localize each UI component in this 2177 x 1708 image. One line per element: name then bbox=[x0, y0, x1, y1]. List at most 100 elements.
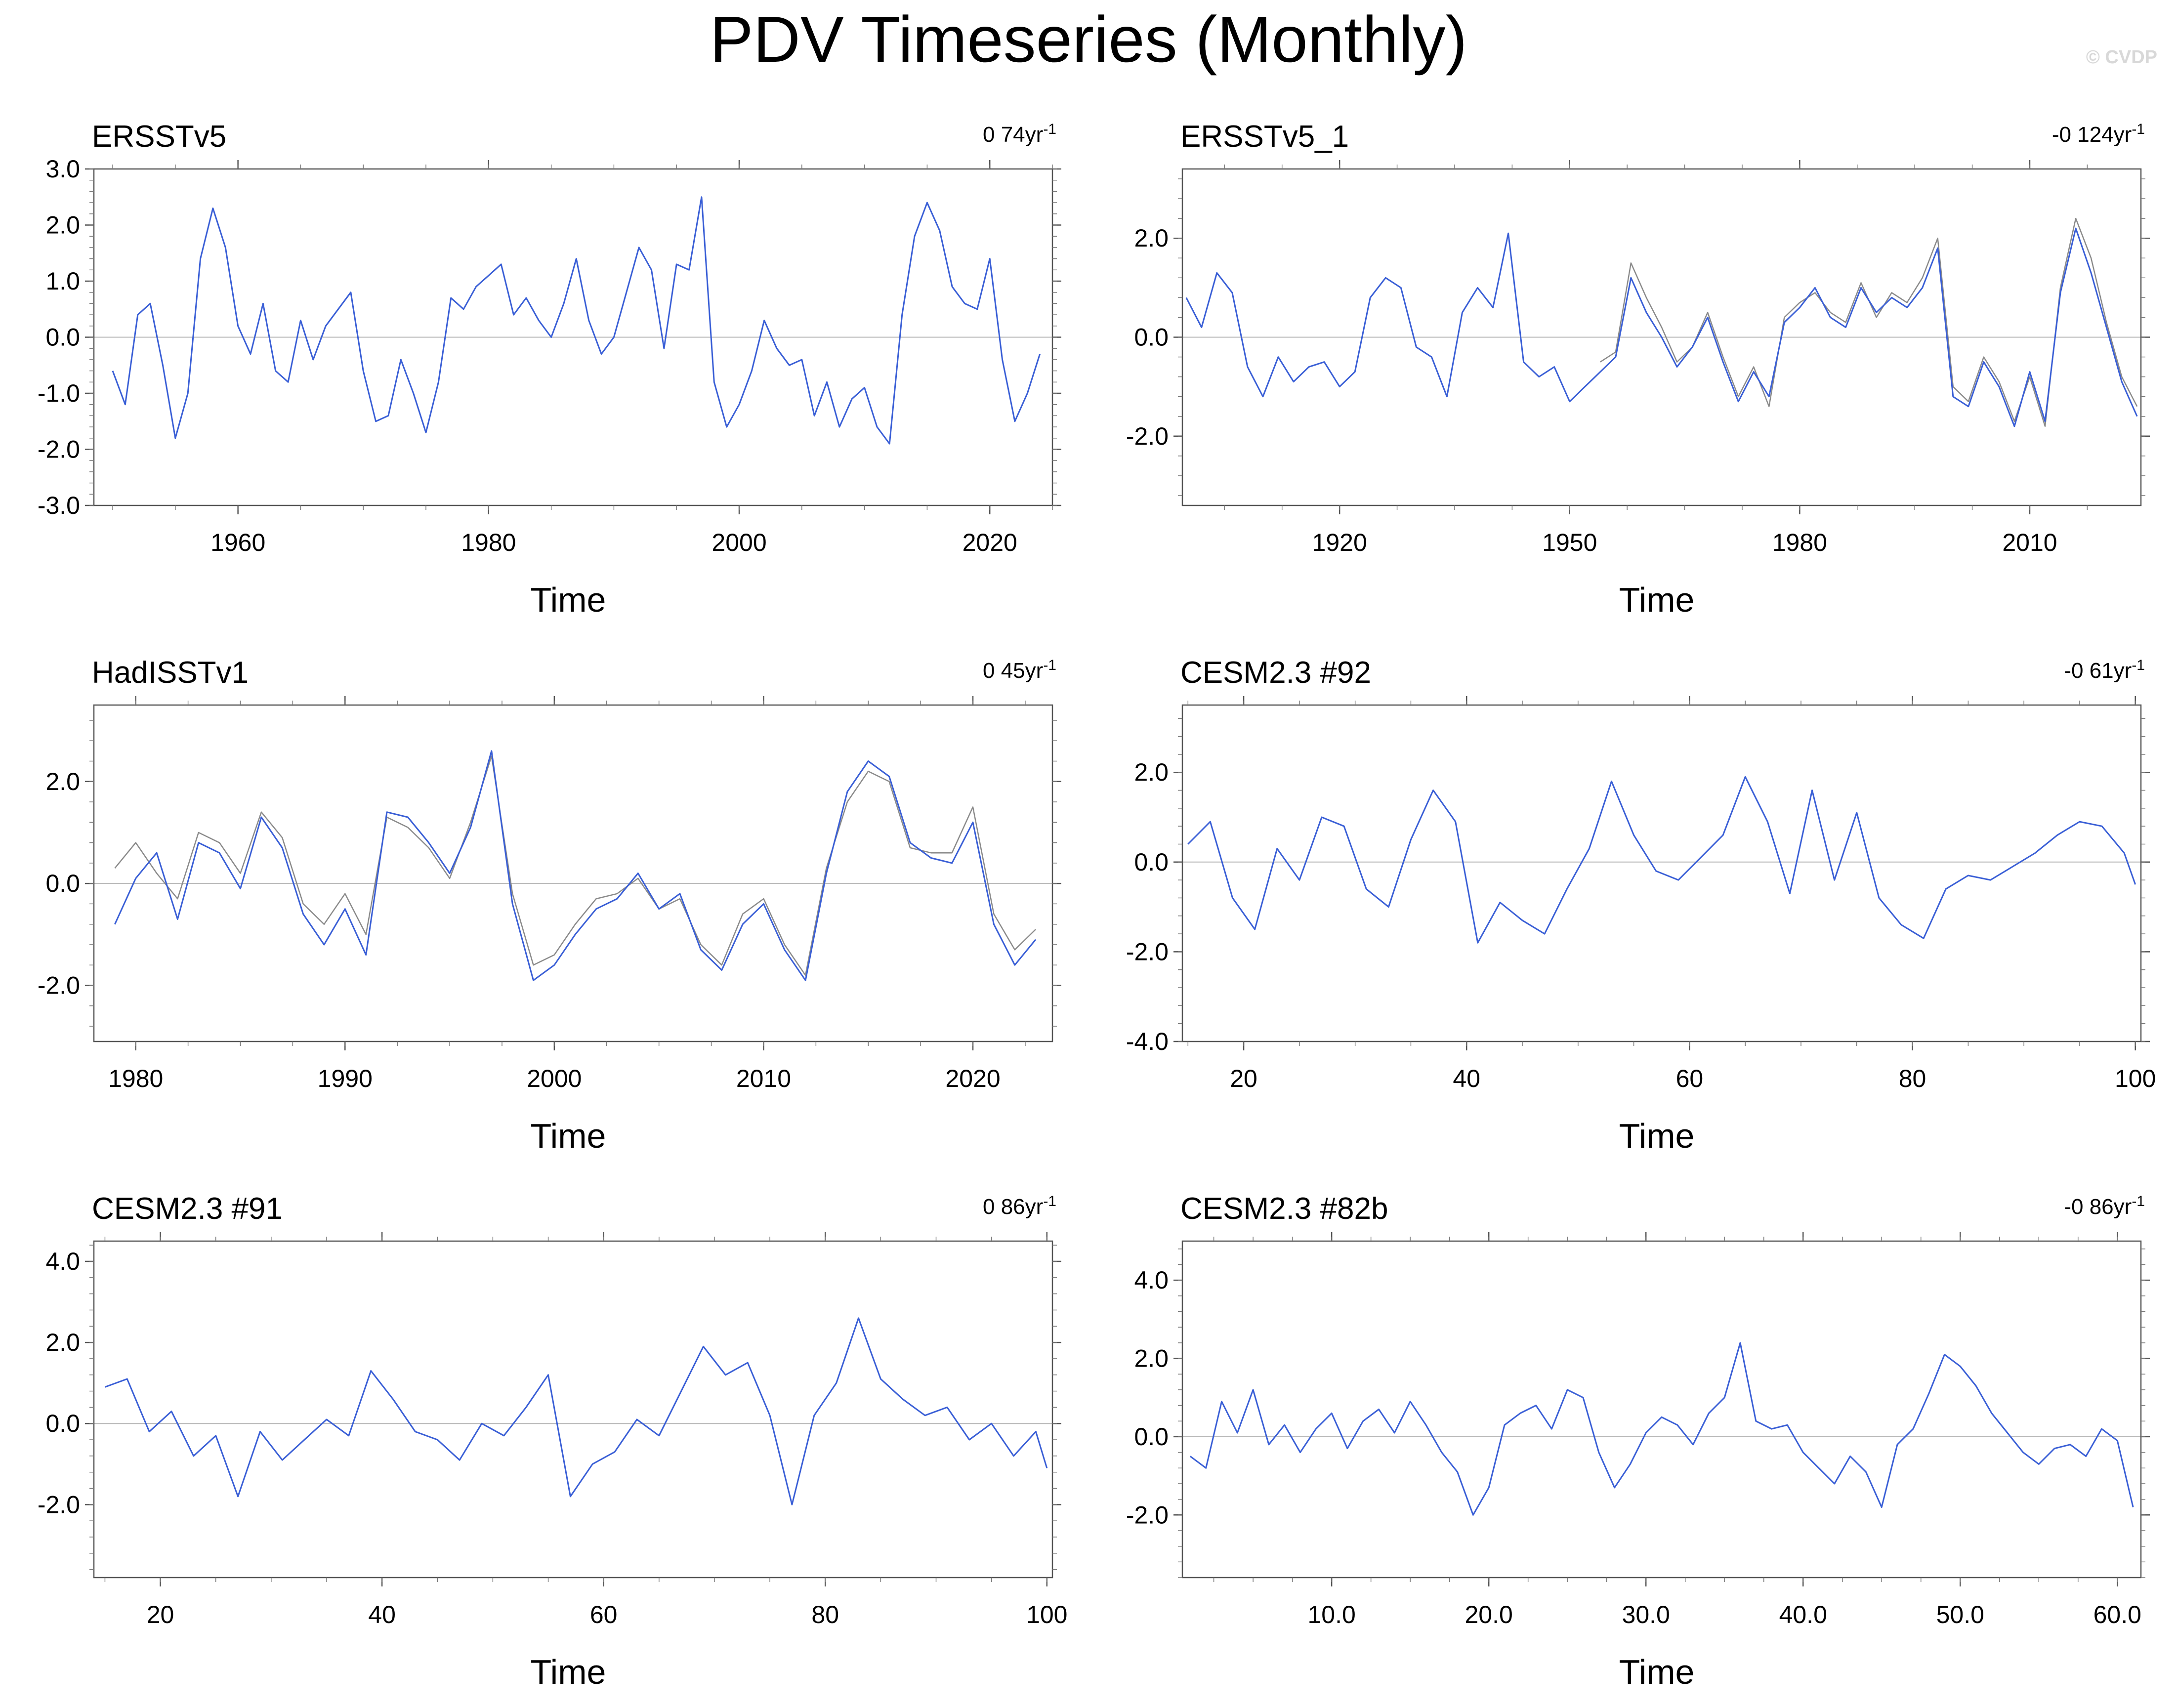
series-line-0 bbox=[112, 196, 1041, 445]
x-tick-label: 80 bbox=[1899, 1065, 1926, 1092]
x-tick-label: 1980 bbox=[461, 529, 516, 556]
y-tick-label: -4.0 bbox=[1126, 1028, 1169, 1055]
y-tick-label: 3.0 bbox=[45, 155, 80, 183]
x-tick-label: 50.0 bbox=[1936, 1601, 1984, 1628]
trend-value: -0 86yr bbox=[2064, 1195, 2132, 1219]
x-tick-label: 80 bbox=[811, 1601, 839, 1628]
series-line-0 bbox=[114, 755, 1036, 976]
page-title: PDV Timeseries (Monthly) bbox=[710, 3, 1467, 76]
x-tick-label: 2000 bbox=[527, 1065, 582, 1092]
trend-label: 0 86yr-1 bbox=[983, 1193, 1056, 1219]
chart-panel-cesm23-82b: CESM2.3 #82b -0 86yr-1 4.0 2.0 0.0 -2.0 10.0 20… bbox=[1126, 1192, 2150, 1691]
x-tick-label: 1980 bbox=[1772, 529, 1827, 556]
panel-title: CESM2.3 #92 bbox=[1180, 656, 1371, 690]
x-tick-label: 60 bbox=[1676, 1065, 1704, 1092]
series-line-0 bbox=[1190, 1342, 2134, 1516]
chart-panel-cesm23-91: CESM2.3 #91 0 86yr-1 4.0 2.0 0.0 -2.0 20 40 60 80… bbox=[38, 1192, 1068, 1691]
x-tick-label: 1980 bbox=[108, 1065, 163, 1092]
trend-value: 0 86yr bbox=[983, 1195, 1043, 1219]
x-axis-label: Time bbox=[531, 1117, 606, 1155]
x-tick-label: 2020 bbox=[945, 1065, 1000, 1092]
trend-label: 0 45yr-1 bbox=[983, 657, 1056, 683]
x-tick-label: 40.0 bbox=[1779, 1601, 1827, 1628]
x-tick-label: 100 bbox=[2115, 1065, 2156, 1092]
panel-title: CESM2.3 #82b bbox=[1180, 1192, 1388, 1226]
trend-exponent: -1 bbox=[2132, 657, 2145, 673]
x-tick-label: 20 bbox=[1230, 1065, 1257, 1092]
x-tick-label: 2000 bbox=[712, 529, 766, 556]
series-line-1 bbox=[1185, 227, 2138, 427]
y-tick-label: 0.0 bbox=[1134, 1423, 1169, 1451]
trend-exponent: -1 bbox=[1043, 657, 1056, 673]
panel-title: ERSSTv5_1 bbox=[1180, 120, 1349, 154]
y-tick-label: 1.0 bbox=[45, 267, 80, 295]
y-tick-label: 2.0 bbox=[45, 768, 80, 795]
y-tick-label: 2.0 bbox=[1134, 1345, 1169, 1373]
chart-panel-ersstv5: ERSSTv5 0 74yr-1 3.0 2.0 1.0 0.0 -1.0 -2.0 -3.0 1… bbox=[38, 120, 1061, 619]
series-line-1 bbox=[114, 750, 1037, 981]
x-tick-label: 30.0 bbox=[1622, 1601, 1670, 1628]
y-tick-label: 2.0 bbox=[45, 211, 80, 239]
y-tick-label: 4.0 bbox=[1134, 1266, 1169, 1294]
x-tick-label: 40 bbox=[1453, 1065, 1480, 1092]
x-tick-label: 2010 bbox=[2002, 529, 2057, 556]
trend-label: -0 86yr-1 bbox=[2064, 1193, 2145, 1219]
x-tick-label: 20.0 bbox=[1465, 1601, 1513, 1628]
plot-frame bbox=[1181, 704, 2142, 1042]
y-tick-label: -2.0 bbox=[38, 972, 80, 1000]
trend-exponent: -1 bbox=[2132, 121, 2145, 137]
x-tick-label: 1950 bbox=[1542, 529, 1597, 556]
x-axis-label: Time bbox=[1619, 1653, 1695, 1691]
y-tick-label: -3.0 bbox=[38, 492, 80, 519]
trend-label: 0 74yr-1 bbox=[983, 121, 1056, 147]
y-tick-label: 0.0 bbox=[45, 870, 80, 897]
y-tick-label: -1.0 bbox=[38, 379, 80, 407]
x-axis-label: Time bbox=[1619, 1117, 1695, 1155]
y-tick-label: -2.0 bbox=[1126, 422, 1169, 450]
trend-value: -0 61yr bbox=[2064, 659, 2132, 683]
y-tick-label: -2.0 bbox=[38, 436, 80, 463]
trend-value: -0 124yr bbox=[2052, 123, 2132, 147]
x-tick-label: 1920 bbox=[1312, 529, 1367, 556]
y-tick-label: -2.0 bbox=[1126, 1501, 1169, 1529]
x-tick-label: 1990 bbox=[318, 1065, 373, 1092]
x-tick-label: 1960 bbox=[210, 529, 265, 556]
x-tick-label: 100 bbox=[1026, 1601, 1067, 1628]
y-tick-label: 2.0 bbox=[1134, 224, 1169, 252]
plot-frame bbox=[93, 1240, 1053, 1579]
y-tick-label: 4.0 bbox=[45, 1248, 80, 1275]
trend-value: 0 45yr bbox=[983, 659, 1043, 683]
trend-exponent: -1 bbox=[1043, 1193, 1056, 1209]
trend-label: -0 61yr-1 bbox=[2064, 657, 2145, 683]
x-axis-label: Time bbox=[531, 1653, 606, 1691]
watermark: © CVDP bbox=[2086, 47, 2157, 68]
x-axis-label: Time bbox=[531, 581, 606, 619]
series-line-0 bbox=[1187, 776, 2136, 944]
y-tick-label: 0.0 bbox=[1134, 848, 1169, 876]
plot-frame bbox=[1181, 1240, 2142, 1579]
chart-panel-ersstv5-1: ERSSTv5_1 -0 124yr-1 2.0 0.0 -2.0 1920 1950 198… bbox=[1126, 120, 2150, 619]
y-tick-label: 2.0 bbox=[1134, 758, 1169, 786]
x-tick-label: 60 bbox=[590, 1601, 618, 1628]
x-tick-label: 2020 bbox=[963, 529, 1017, 556]
x-tick-label: 10.0 bbox=[1307, 1601, 1355, 1628]
x-tick-label: 60.0 bbox=[2093, 1601, 2141, 1628]
y-tick-label: 0.0 bbox=[45, 1410, 80, 1437]
y-tick-label: -2.0 bbox=[38, 1491, 80, 1518]
y-tick-label: 2.0 bbox=[45, 1329, 80, 1356]
y-tick-label: 0.0 bbox=[45, 324, 80, 351]
x-tick-label: 2010 bbox=[736, 1065, 791, 1092]
series-line-0 bbox=[104, 1317, 1048, 1505]
panel-title: CESM2.3 #91 bbox=[92, 1192, 283, 1226]
chart-panel-hadisstv1: HadISSTv1 0 45yr-1 2.0 0.0 -2.0 1980 1990 2000 2… bbox=[38, 656, 1061, 1155]
trend-exponent: -1 bbox=[2132, 1193, 2145, 1209]
trend-label: -0 124yr-1 bbox=[2052, 121, 2145, 147]
chart-panel-cesm23-92: CESM2.3 #92 -0 61yr-1 2.0 0.0 -2.0 -4.0 20 40 60… bbox=[1126, 656, 2156, 1155]
panel-title: HadISSTv1 bbox=[92, 656, 249, 690]
trend-value: 0 74yr bbox=[983, 123, 1043, 147]
x-tick-label: 20 bbox=[147, 1601, 174, 1628]
y-tick-label: 0.0 bbox=[1134, 324, 1169, 351]
y-tick-label: -2.0 bbox=[1126, 938, 1169, 965]
panel-title: ERSSTv5 bbox=[92, 120, 226, 154]
trend-exponent: -1 bbox=[1043, 121, 1056, 137]
